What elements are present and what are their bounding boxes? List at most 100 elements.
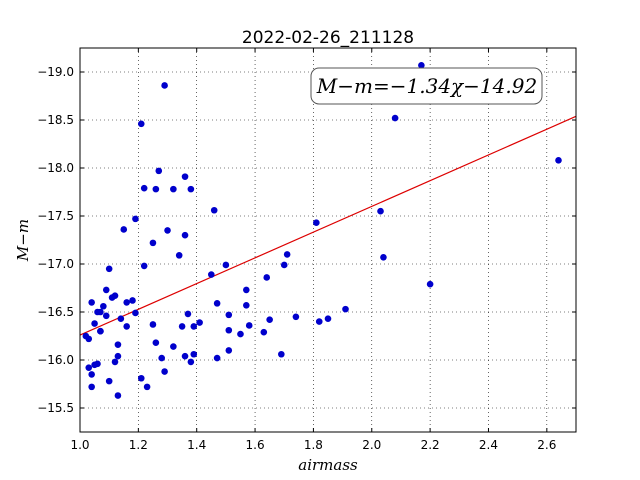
annotation-box <box>310 67 543 105</box>
fit-line-layer <box>79 115 577 336</box>
data-point <box>137 120 145 128</box>
data-point <box>278 350 285 358</box>
data-point <box>114 341 122 348</box>
x-tick-label: 1.0 <box>70 438 89 452</box>
y-tick-label: −17.0 <box>37 257 74 271</box>
data-point <box>260 328 268 336</box>
data-point <box>313 219 320 227</box>
data-point <box>155 167 163 175</box>
data-point <box>158 354 165 362</box>
x-tick-labels: 1.0 1.2 1.4 1.6 1.8 2.0 2.2 2.4 2.6 <box>70 438 556 452</box>
data-point <box>181 173 189 180</box>
data-point <box>97 308 104 316</box>
data-point <box>164 227 171 234</box>
data-point <box>161 82 168 89</box>
data-point <box>213 300 221 307</box>
data-point <box>243 286 250 294</box>
data-point <box>196 319 203 326</box>
data-point <box>243 301 250 309</box>
data-point <box>225 347 233 354</box>
data-point <box>114 392 122 399</box>
data-point <box>91 320 98 327</box>
y-tick-label: −19.0 <box>37 65 74 79</box>
y-tick-label: −18.0 <box>37 161 74 175</box>
data-point <box>105 377 113 385</box>
data-point <box>140 262 148 270</box>
data-point <box>225 311 233 319</box>
y-axis-label: M−m <box>14 219 32 262</box>
y-tick-label: −18.5 <box>37 113 74 127</box>
data-point <box>283 251 291 258</box>
plot-frame <box>79 47 577 433</box>
data-point <box>137 374 145 382</box>
data-point <box>88 299 95 306</box>
data-point <box>170 343 177 350</box>
y-tick-label: −15.5 <box>37 401 74 415</box>
data-point <box>190 350 198 358</box>
x-tick-label: 1.8 <box>304 438 323 452</box>
x-tick-label: 2.0 <box>362 438 381 452</box>
data-point <box>140 184 148 192</box>
data-point <box>88 383 95 391</box>
data-point <box>85 335 93 343</box>
data-point <box>266 316 273 323</box>
data-point <box>94 360 101 368</box>
data-point <box>377 207 384 215</box>
data-point <box>85 364 93 371</box>
data-point <box>207 271 215 278</box>
y-tick-label: −16.5 <box>37 305 74 319</box>
data-point <box>102 286 110 294</box>
y-tick-label: −16.0 <box>37 353 74 367</box>
annotation-text: M−m=−1.34χ−14.92 <box>316 74 537 98</box>
data-point <box>100 302 107 310</box>
data-point <box>245 322 253 329</box>
data-point <box>292 313 300 321</box>
x-tick-label: 1.2 <box>129 438 148 452</box>
data-point <box>263 274 271 281</box>
data-point <box>555 157 562 164</box>
fit-line <box>79 115 577 336</box>
data-point <box>190 323 198 330</box>
data-point <box>117 315 125 323</box>
data-point <box>111 358 119 366</box>
data-point <box>426 280 434 288</box>
data-point <box>175 252 183 259</box>
data-point <box>222 261 230 269</box>
data-point <box>102 312 110 320</box>
data-point <box>170 185 177 193</box>
data-point <box>181 231 189 239</box>
data-point <box>187 185 195 193</box>
data-point <box>342 305 349 313</box>
data-point <box>132 309 139 317</box>
data-point <box>181 352 189 360</box>
data-point <box>114 352 122 360</box>
data-point <box>161 368 168 375</box>
x-tick-label: 1.4 <box>187 438 206 452</box>
data-point <box>120 226 128 233</box>
data-point <box>149 321 157 328</box>
data-point <box>123 323 130 330</box>
data-point <box>225 326 233 334</box>
x-tick-label: 2.2 <box>421 438 440 452</box>
data-point <box>178 323 186 330</box>
data-point <box>143 383 151 391</box>
data-point <box>213 354 221 362</box>
data-point <box>152 185 160 193</box>
data-point <box>88 371 95 378</box>
data-point <box>105 265 113 273</box>
data-point <box>315 318 323 325</box>
data-point <box>187 358 195 366</box>
data-point <box>324 315 332 323</box>
x-tick-label: 2.4 <box>479 438 498 452</box>
data-point <box>123 299 130 306</box>
points-layer <box>82 61 562 399</box>
axis-ticks <box>79 48 576 432</box>
data-point <box>152 339 160 347</box>
data-point <box>184 310 192 318</box>
chart-title: 2022-02-26_211128 <box>242 28 414 48</box>
y-tick-label: −17.5 <box>37 209 74 223</box>
data-point <box>280 261 288 269</box>
data-point <box>132 215 139 223</box>
data-point <box>111 292 119 299</box>
